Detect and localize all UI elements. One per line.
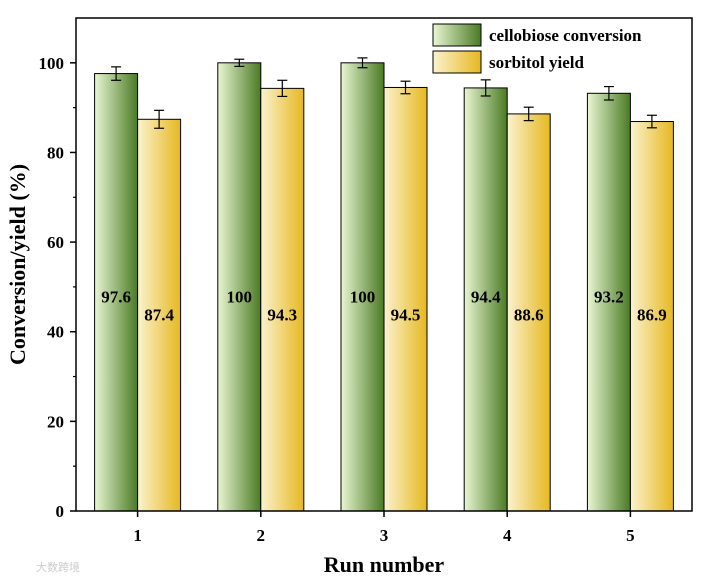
bar-s1-run-1 <box>94 73 139 512</box>
y-tick-label: 20 <box>47 412 64 431</box>
error-bar-s1-run-4 <box>480 79 491 97</box>
x-tick-label: 3 <box>380 526 389 545</box>
x-axis-title: Run number <box>324 552 445 577</box>
bar-s2-run-2 <box>260 87 305 512</box>
y-tick-label: 0 <box>56 502 65 521</box>
legend-swatch <box>432 50 482 74</box>
error-bar-s2-run-3 <box>400 80 411 95</box>
error-bar-s2-run-1 <box>154 109 165 129</box>
legend-item-1: cellobiose conversion <box>432 23 642 47</box>
error-bar-s2-run-2 <box>277 79 288 98</box>
bar-value-label: 94.3 <box>267 306 297 325</box>
error-bar-s1-run-5 <box>603 85 614 101</box>
bar-value-label: 87.4 <box>144 306 174 325</box>
y-axis-title: Conversion/yield (%) <box>5 164 30 365</box>
error-bar-s1-run-3 <box>357 57 368 69</box>
bar-value-label: 97.6 <box>101 288 131 307</box>
bar-s1-run-5 <box>586 92 631 512</box>
plot-frame <box>75 17 693 512</box>
legend-swatch <box>432 23 482 47</box>
watermark-text: 大数跨境 <box>36 560 80 574</box>
y-tick-label: 100 <box>39 54 65 73</box>
y-tick-label: 40 <box>47 323 64 342</box>
error-bar-s1-run-2 <box>234 58 245 68</box>
bar-value-label: 100 <box>350 288 376 307</box>
legend-item-2: sorbitol yield <box>432 50 584 74</box>
y-tick-label: 80 <box>47 143 64 162</box>
bar-value-label: 94.5 <box>391 306 421 325</box>
axes-layer: 1 2 3 4 5 0 20 40 60 80 100 <box>39 17 693 545</box>
bar-value-label: 93.2 <box>594 288 624 307</box>
error-bar-s2-run-5 <box>646 114 657 129</box>
legend: cellobiose conversion sorbitol yield <box>432 23 642 74</box>
y-tick-label: 60 <box>47 233 64 252</box>
x-tick-label: 1 <box>133 526 142 545</box>
error-bar-s1-run-1 <box>111 66 122 81</box>
bar-value-label: 94.4 <box>471 288 501 307</box>
bars-layer: 97.6 87.4 100 94.3 100 94.5 94.4 88.6 93.2 86.9 <box>94 57 674 512</box>
legend-label: sorbitol yield <box>489 53 584 72</box>
x-tick-label: 4 <box>503 526 512 545</box>
bar-s2-run-3 <box>383 86 428 512</box>
bar-value-label: 86.9 <box>637 306 667 325</box>
x-tick-label: 2 <box>257 526 266 545</box>
x-tick-label: 5 <box>626 526 635 545</box>
bar-value-label: 100 <box>227 288 253 307</box>
legend-label: cellobiose conversion <box>489 26 642 45</box>
error-bar-s2-run-4 <box>523 106 534 122</box>
bar-s2-run-5 <box>629 121 674 512</box>
bar-value-label: 88.6 <box>514 306 544 325</box>
